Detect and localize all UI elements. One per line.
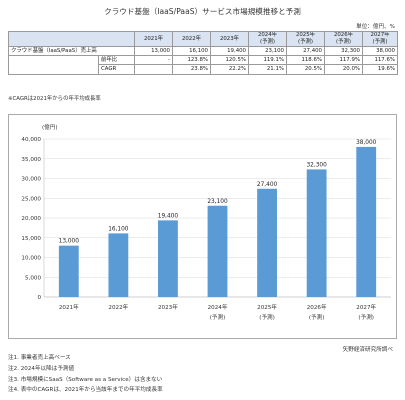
- table-cell: 13,000: [134, 45, 173, 57]
- notes: 注1. 事業者売上高ベース 注2. 2024年以降は予測値 注3. 市場規模にS…: [8, 353, 163, 396]
- x-tick-label: 2026年: [307, 303, 327, 311]
- note-item: 注4. 表中のCAGRは、2021年から当該年までの年平均成長率: [8, 387, 163, 394]
- x-tick-sublabel: (予測): [309, 313, 325, 321]
- table-cell: 21.1%: [248, 64, 287, 75]
- table-cell: 22.2%: [210, 64, 249, 75]
- data-labels: 13,000 16,100 19,400 23,100 27,400 32,300 38,0…: [59, 140, 377, 245]
- x-tick-sublabel: (予測): [210, 313, 226, 321]
- table-cell: 118.6%: [286, 55, 325, 66]
- table-header-year: 2027年 (予測): [362, 31, 398, 47]
- x-tick-label: 2021年: [59, 303, 79, 311]
- bar: [108, 233, 129, 297]
- table-cell: 117.6%: [362, 55, 398, 66]
- table-cell: 123.8%: [172, 55, 211, 66]
- note-item: 注1. 事業者売上高ベース: [8, 355, 71, 361]
- table-indent-cell: [8, 55, 99, 65]
- table-cell: 38,000: [362, 45, 398, 57]
- table-header-year: 2024年 (予測): [248, 31, 287, 47]
- y-tick-label: 0: [37, 295, 41, 301]
- note-item: 注3. 市場規模にSaaS（Software as a Service）は含まな…: [8, 376, 163, 383]
- source-credit: 矢野経済研究所調べ: [342, 347, 393, 353]
- report-title: クラウド基盤（IaaS/PaaS）サービス市場規模推移と予測: [104, 7, 301, 16]
- table-cell: 23.8%: [172, 64, 211, 75]
- x-tick-label: 2025年: [257, 303, 277, 311]
- bar: [207, 205, 228, 297]
- table-row: 前年比 - 123.8% 120.5% 119.1% 118.6% 117.9%…: [8, 55, 398, 66]
- y-tick-label: 15,000: [21, 236, 41, 242]
- bar-value-label: 16,100: [108, 226, 129, 232]
- table-header-year: 2023年: [210, 31, 249, 47]
- bar: [306, 169, 327, 297]
- y-tick-label: 20,000: [21, 216, 41, 222]
- bar-value-label: 27,400: [257, 182, 278, 188]
- table-header-row: 2021年 2022年 2023年 2024年 (予測) 2025年 (予測) 20…: [8, 31, 398, 47]
- y-tick-label: 25,000: [21, 196, 41, 202]
- x-tick-sublabel: (予測): [259, 313, 275, 321]
- table-cell: 32,300: [324, 45, 363, 57]
- y-tick-label: 40,000: [21, 137, 41, 143]
- x-tick-label: 2023年: [158, 303, 178, 311]
- table-cell: 23,100: [248, 45, 287, 57]
- bar: [58, 245, 79, 297]
- bar-value-label: 23,100: [207, 199, 228, 205]
- cagr-note: ※CAGRは2021年からの年平均成長率: [8, 96, 101, 102]
- bar-value-label: 38,000: [356, 140, 377, 146]
- y-tick-label: 5,000: [25, 275, 41, 281]
- bar: [257, 188, 277, 297]
- table-indent-cell: [8, 64, 99, 75]
- row-label-sales: クラウド基盤（IaaS/PaaS）売上高: [8, 45, 135, 57]
- y-axis-label: (億円): [42, 123, 58, 131]
- table-row: CAGR 23.8% 22.2% 21.1% 20.5% 20.0% 19.6%: [8, 64, 398, 75]
- row-label-cagr: CAGR: [98, 64, 135, 75]
- bars: [58, 146, 377, 297]
- table-header-year: 2022年: [172, 31, 211, 47]
- table-cell: 19.6%: [362, 64, 398, 75]
- market-size-table: 2021年 2022年 2023年 2024年 (予測) 2025年 (予測) 20…: [8, 31, 398, 75]
- table-cell: 20.5%: [286, 64, 325, 75]
- bar: [356, 146, 377, 297]
- row-label-yoy: 前年比: [98, 55, 135, 66]
- y-tick-label: 30,000: [21, 177, 41, 183]
- table-cell: -: [134, 55, 173, 66]
- x-tick-label: 2022年: [108, 303, 128, 311]
- table-header-year: 2021年: [134, 31, 173, 47]
- gridlines: [44, 138, 391, 278]
- y-tick-label: 35,000: [21, 157, 41, 163]
- x-tick-label: 2024年: [208, 303, 228, 311]
- x-tick-sublabel: (予測): [358, 313, 374, 321]
- bar-value-label: 19,400: [158, 213, 179, 219]
- x-tick-label: 2027年: [356, 303, 376, 311]
- note-item: 注2. 2024年以降は予測値: [8, 365, 75, 372]
- market-size-bar-chart: 0 5,000 10,000 15,000 20,000 25,000 30,000 35,0…: [21, 123, 391, 321]
- y-tick-label: 10,000: [21, 256, 41, 262]
- table-cell: 120.5%: [210, 55, 249, 66]
- table-header-blank: [8, 31, 135, 47]
- table-cell: [134, 64, 173, 75]
- table-header-year: 2025年 (予測): [286, 31, 325, 47]
- table-cell: 119.1%: [248, 55, 287, 66]
- chart-frame: [8, 114, 397, 339]
- table-cell: 117.9%: [324, 55, 363, 66]
- table-row: クラウド基盤（IaaS/PaaS）売上高 13,000 16,100 19,40…: [8, 45, 398, 57]
- table-header-year: 2026年 (予測): [324, 31, 363, 47]
- table-cell: 20.0%: [324, 64, 363, 75]
- bar-value-label: 13,000: [59, 239, 80, 245]
- bar-value-label: 32,300: [306, 162, 327, 168]
- unit-label: 単位：億円、%: [356, 24, 395, 30]
- table-cell: 16,100: [172, 45, 211, 57]
- bar: [158, 220, 178, 297]
- table-cell: 19,400: [210, 45, 249, 57]
- table-cell: 27,400: [286, 45, 325, 57]
